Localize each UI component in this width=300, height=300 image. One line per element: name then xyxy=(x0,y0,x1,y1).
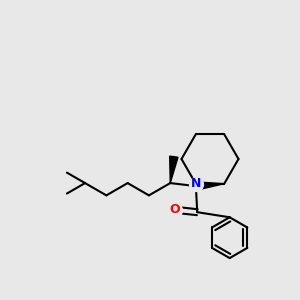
Polygon shape xyxy=(195,182,224,190)
Polygon shape xyxy=(170,156,178,183)
Text: N: N xyxy=(190,177,201,190)
Text: O: O xyxy=(169,203,180,216)
